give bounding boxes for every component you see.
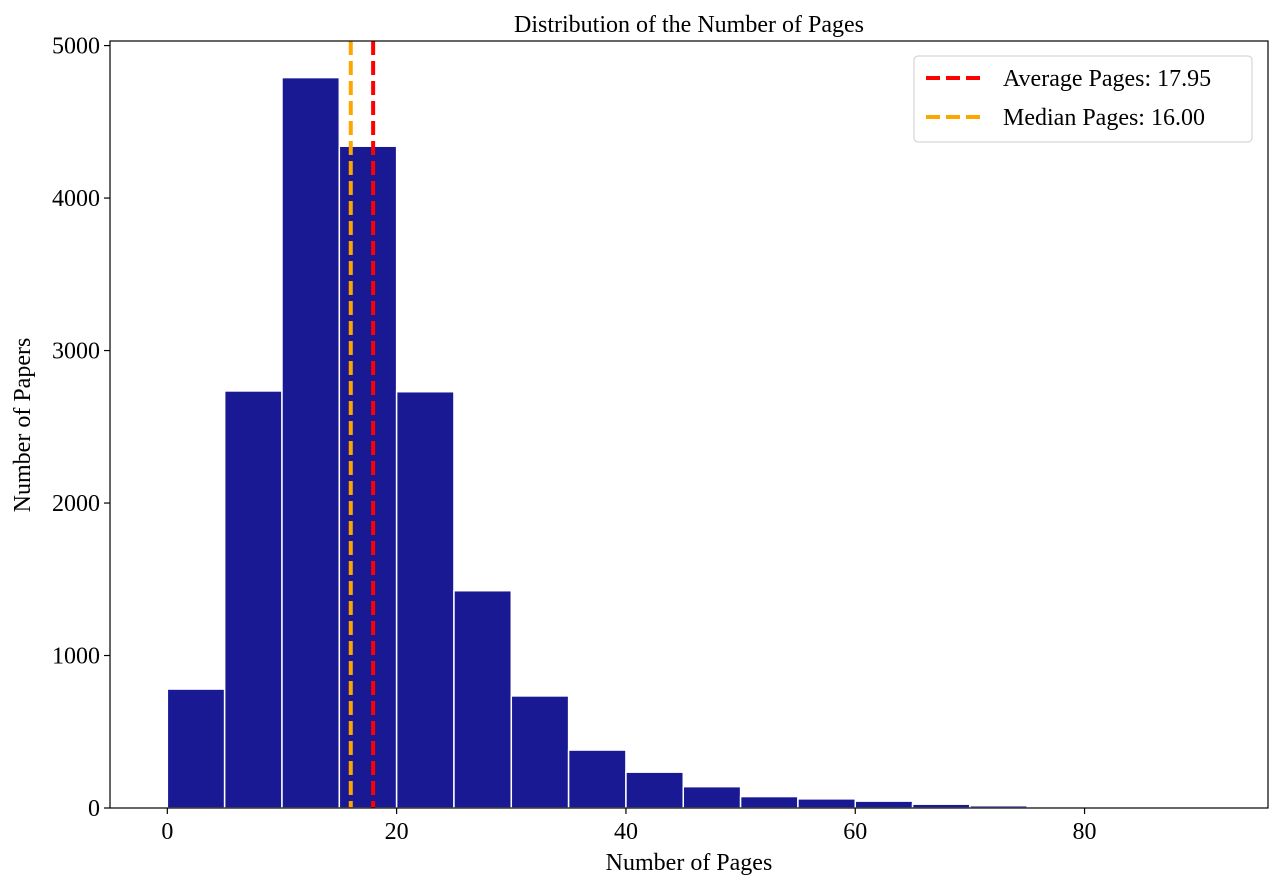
histogram-bar: [510, 695, 570, 809]
histogram-bar: [682, 785, 742, 809]
histogram-bar: [797, 798, 856, 809]
legend-average-label: Average Pages: 17.95: [1003, 66, 1211, 92]
histogram-bar: [739, 795, 799, 809]
histogram-bar: [854, 800, 914, 809]
legend-box: [913, 55, 1253, 143]
y-tick-label: 4000: [52, 186, 100, 212]
bars-layer: [166, 76, 1258, 809]
y-tick-label: 2000: [52, 491, 100, 517]
y-tick-label: 5000: [52, 34, 100, 60]
histogram-bar: [166, 688, 226, 809]
x-tick-label: 40: [614, 819, 638, 845]
x-tick-label: 60: [843, 819, 867, 845]
x-axis-label: Number of Pages: [606, 850, 773, 876]
x-tick-label: 20: [385, 819, 409, 845]
y-axis-label: Number of Papers: [10, 338, 36, 513]
axes-layer: 0 20 40 60 80 0 1000 2000 3000 4000 5000: [52, 34, 1097, 845]
reference-lines-layer: [348, 41, 376, 808]
y-tick-label: 0: [88, 796, 100, 822]
legend: Average Pages: 17.95 Median Pages: 16.00: [913, 55, 1253, 143]
histogram-bar: [223, 390, 283, 809]
x-tick-label: 80: [1073, 819, 1097, 845]
histogram-bar: [567, 749, 627, 809]
histogram-bar: [395, 390, 455, 809]
legend-median-label: Median Pages: 16.00: [1003, 105, 1205, 131]
y-tick-label: 1000: [52, 644, 100, 670]
histogram-bar: [625, 771, 685, 809]
histogram-bar: [281, 76, 341, 809]
x-tick-label: 0: [161, 819, 173, 845]
chart-title: Distribution of the Number of Pages: [514, 12, 864, 38]
histogram-bar: [453, 589, 513, 809]
plot-frame: [109, 40, 1269, 809]
histogram-bar: [338, 145, 398, 809]
y-tick-label: 3000: [52, 339, 100, 365]
